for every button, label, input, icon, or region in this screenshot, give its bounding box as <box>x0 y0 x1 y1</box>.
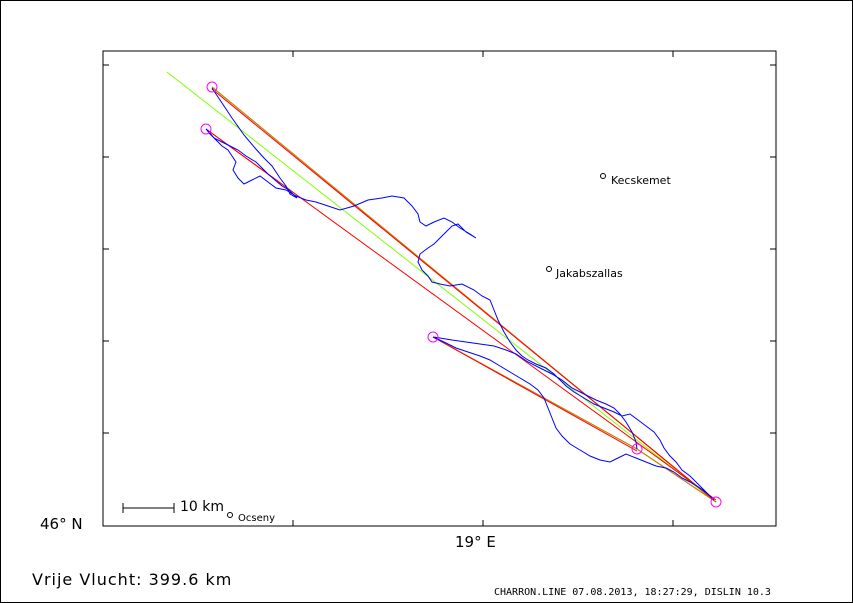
flight-track <box>205 87 715 501</box>
scale-bar <box>122 503 175 513</box>
reference-line <box>166 71 717 503</box>
town-markers <box>227 173 606 518</box>
task-leg <box>211 88 715 501</box>
turnpoint-marker <box>200 123 212 135</box>
task-legs <box>205 88 717 501</box>
scale-bar-label: 10 km <box>180 499 225 515</box>
town-label-kecskemet: Kecskemet <box>611 174 671 187</box>
town-label-jakabszallas: Jakabszallas <box>556 267 623 280</box>
task-leg <box>205 128 291 191</box>
plot-border <box>102 50 777 527</box>
latitude-label: 46° N <box>40 515 83 533</box>
turnpoint-marker <box>427 331 439 343</box>
town-marker-ocseny <box>227 512 233 518</box>
task-leg <box>205 128 717 501</box>
turnpoints <box>200 81 722 508</box>
longitude-label: 19° E <box>455 533 496 551</box>
turnpoint-marker <box>206 81 218 93</box>
town-label-ocseny: Ocseny <box>238 513 275 524</box>
town-marker-jakabszallas <box>546 266 552 272</box>
footer-info: CHARRON.LINE 07.08.2013, 18:27:29, DISLI… <box>494 587 771 598</box>
turnpoint-marker <box>710 496 722 508</box>
turnpoint-marker <box>631 443 643 455</box>
town-marker-kecskemet <box>600 173 606 179</box>
axis-ticks <box>102 51 776 527</box>
outer-leg <box>636 448 717 503</box>
task-leg <box>432 336 638 452</box>
flight-distance-label: Vrije Vlucht: 399.6 km <box>32 570 233 589</box>
